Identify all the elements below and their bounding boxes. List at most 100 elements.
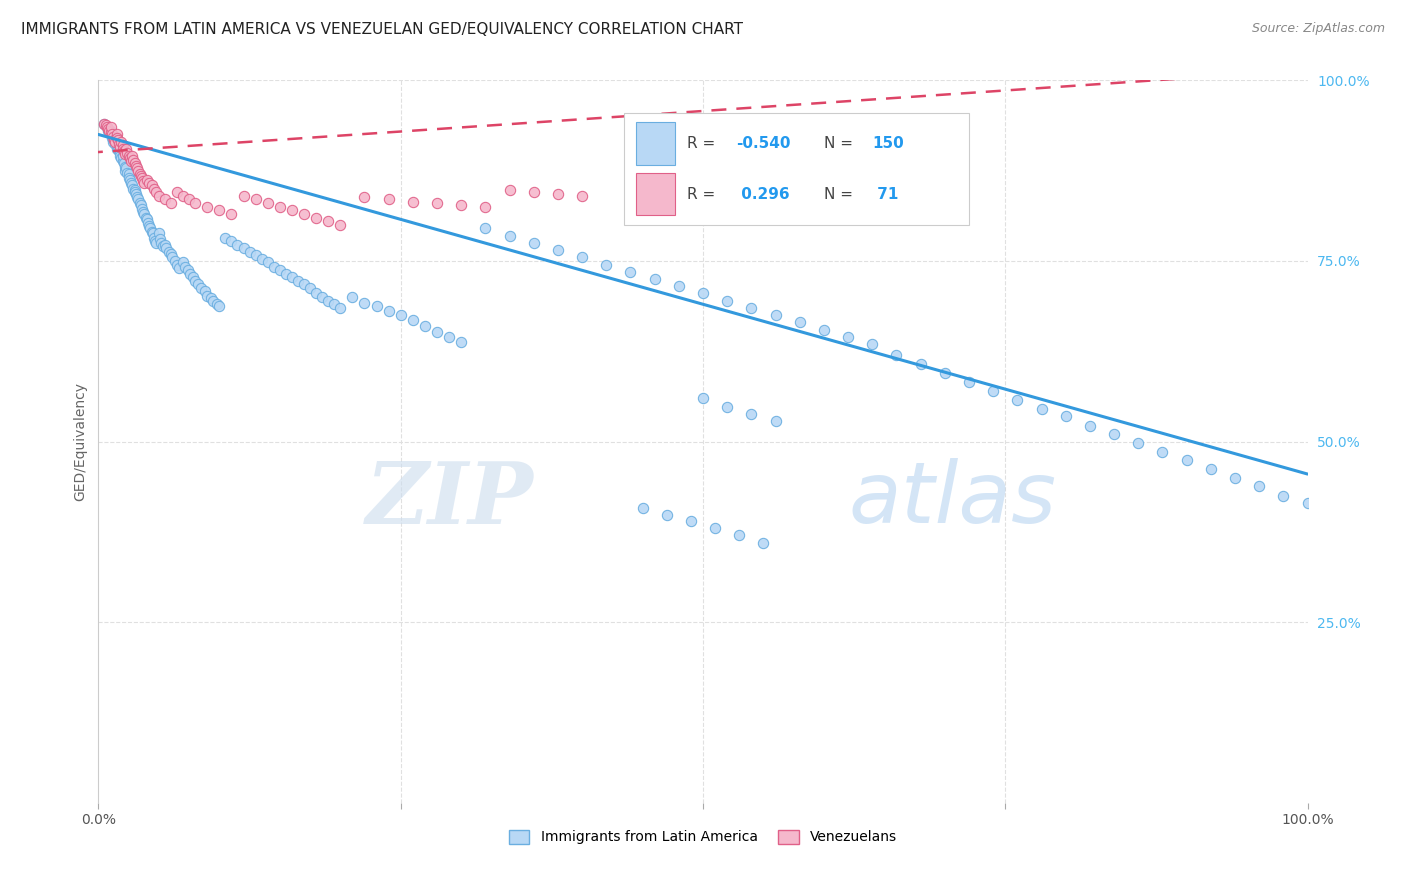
Point	[118, 167, 141, 181]
Point	[143, 182, 166, 196]
Point	[571, 189, 593, 203]
Point	[184, 196, 207, 211]
Point	[740, 301, 762, 315]
Point	[389, 308, 412, 322]
Point	[153, 193, 176, 207]
Point	[547, 187, 569, 202]
Point	[129, 169, 152, 183]
Point	[316, 214, 339, 228]
Point	[124, 155, 146, 169]
Point	[547, 243, 569, 257]
Point	[105, 138, 128, 153]
Point	[316, 293, 339, 308]
Point	[166, 258, 188, 272]
Point	[184, 274, 207, 288]
Point	[105, 142, 128, 156]
Point	[110, 135, 132, 149]
Point	[100, 124, 122, 138]
Point	[716, 293, 738, 308]
Point	[127, 193, 149, 207]
Point	[128, 167, 150, 181]
Point	[1031, 402, 1053, 417]
Point	[704, 521, 727, 535]
Point	[141, 178, 163, 192]
Point	[765, 308, 787, 322]
Point	[1199, 462, 1222, 476]
Point	[135, 211, 157, 225]
Point	[135, 212, 157, 227]
Point	[174, 260, 197, 274]
Point	[200, 292, 222, 306]
Point	[323, 297, 346, 311]
Point	[118, 149, 141, 163]
Point	[353, 295, 375, 310]
Point	[93, 117, 115, 131]
Point	[108, 145, 131, 160]
Point	[232, 189, 254, 203]
Point	[668, 279, 690, 293]
Point	[108, 144, 131, 158]
Point	[105, 131, 128, 145]
Point	[103, 132, 125, 146]
Point	[128, 196, 150, 211]
Point	[103, 132, 125, 146]
Point	[402, 194, 425, 209]
Point	[269, 262, 291, 277]
Point	[886, 348, 908, 362]
Point	[274, 267, 297, 281]
Point	[101, 129, 124, 144]
Point	[765, 414, 787, 428]
Point	[245, 193, 267, 207]
Point	[111, 138, 134, 153]
Point	[1078, 418, 1101, 433]
Point	[118, 173, 141, 187]
Point	[221, 207, 243, 221]
Point	[523, 235, 546, 250]
Point	[256, 255, 278, 269]
Point	[141, 225, 163, 239]
Point	[155, 241, 177, 255]
Point	[107, 132, 129, 146]
Point	[692, 286, 714, 301]
Point	[104, 135, 127, 149]
Point	[195, 288, 218, 302]
Point	[148, 189, 170, 203]
Point	[107, 140, 129, 154]
Point	[1054, 409, 1077, 424]
Point	[145, 235, 167, 250]
Point	[124, 183, 146, 197]
Point	[1296, 496, 1319, 510]
Point	[100, 120, 122, 135]
Point	[837, 330, 859, 344]
Point	[112, 156, 135, 170]
Point	[250, 252, 273, 267]
Point	[281, 203, 304, 218]
Point	[105, 128, 128, 142]
Point	[789, 315, 811, 329]
Point	[138, 176, 160, 190]
Point	[287, 274, 309, 288]
Point	[1249, 479, 1271, 493]
Point	[160, 196, 183, 211]
Point	[644, 272, 666, 286]
Point	[679, 514, 702, 528]
Point	[205, 297, 228, 311]
Point	[281, 269, 304, 284]
Point	[143, 231, 166, 245]
Point	[263, 260, 285, 274]
Point	[181, 269, 204, 284]
Point	[232, 241, 254, 255]
Point	[134, 207, 156, 221]
Point	[160, 250, 183, 264]
Point	[98, 124, 121, 138]
Text: 150: 150	[872, 136, 904, 151]
Text: 0.296: 0.296	[735, 186, 789, 202]
Point	[127, 163, 149, 178]
Point	[239, 245, 262, 260]
Point	[127, 190, 149, 204]
Point	[122, 153, 145, 167]
Point	[97, 122, 120, 136]
Point	[131, 202, 153, 216]
Point	[1272, 489, 1295, 503]
Point	[728, 528, 751, 542]
